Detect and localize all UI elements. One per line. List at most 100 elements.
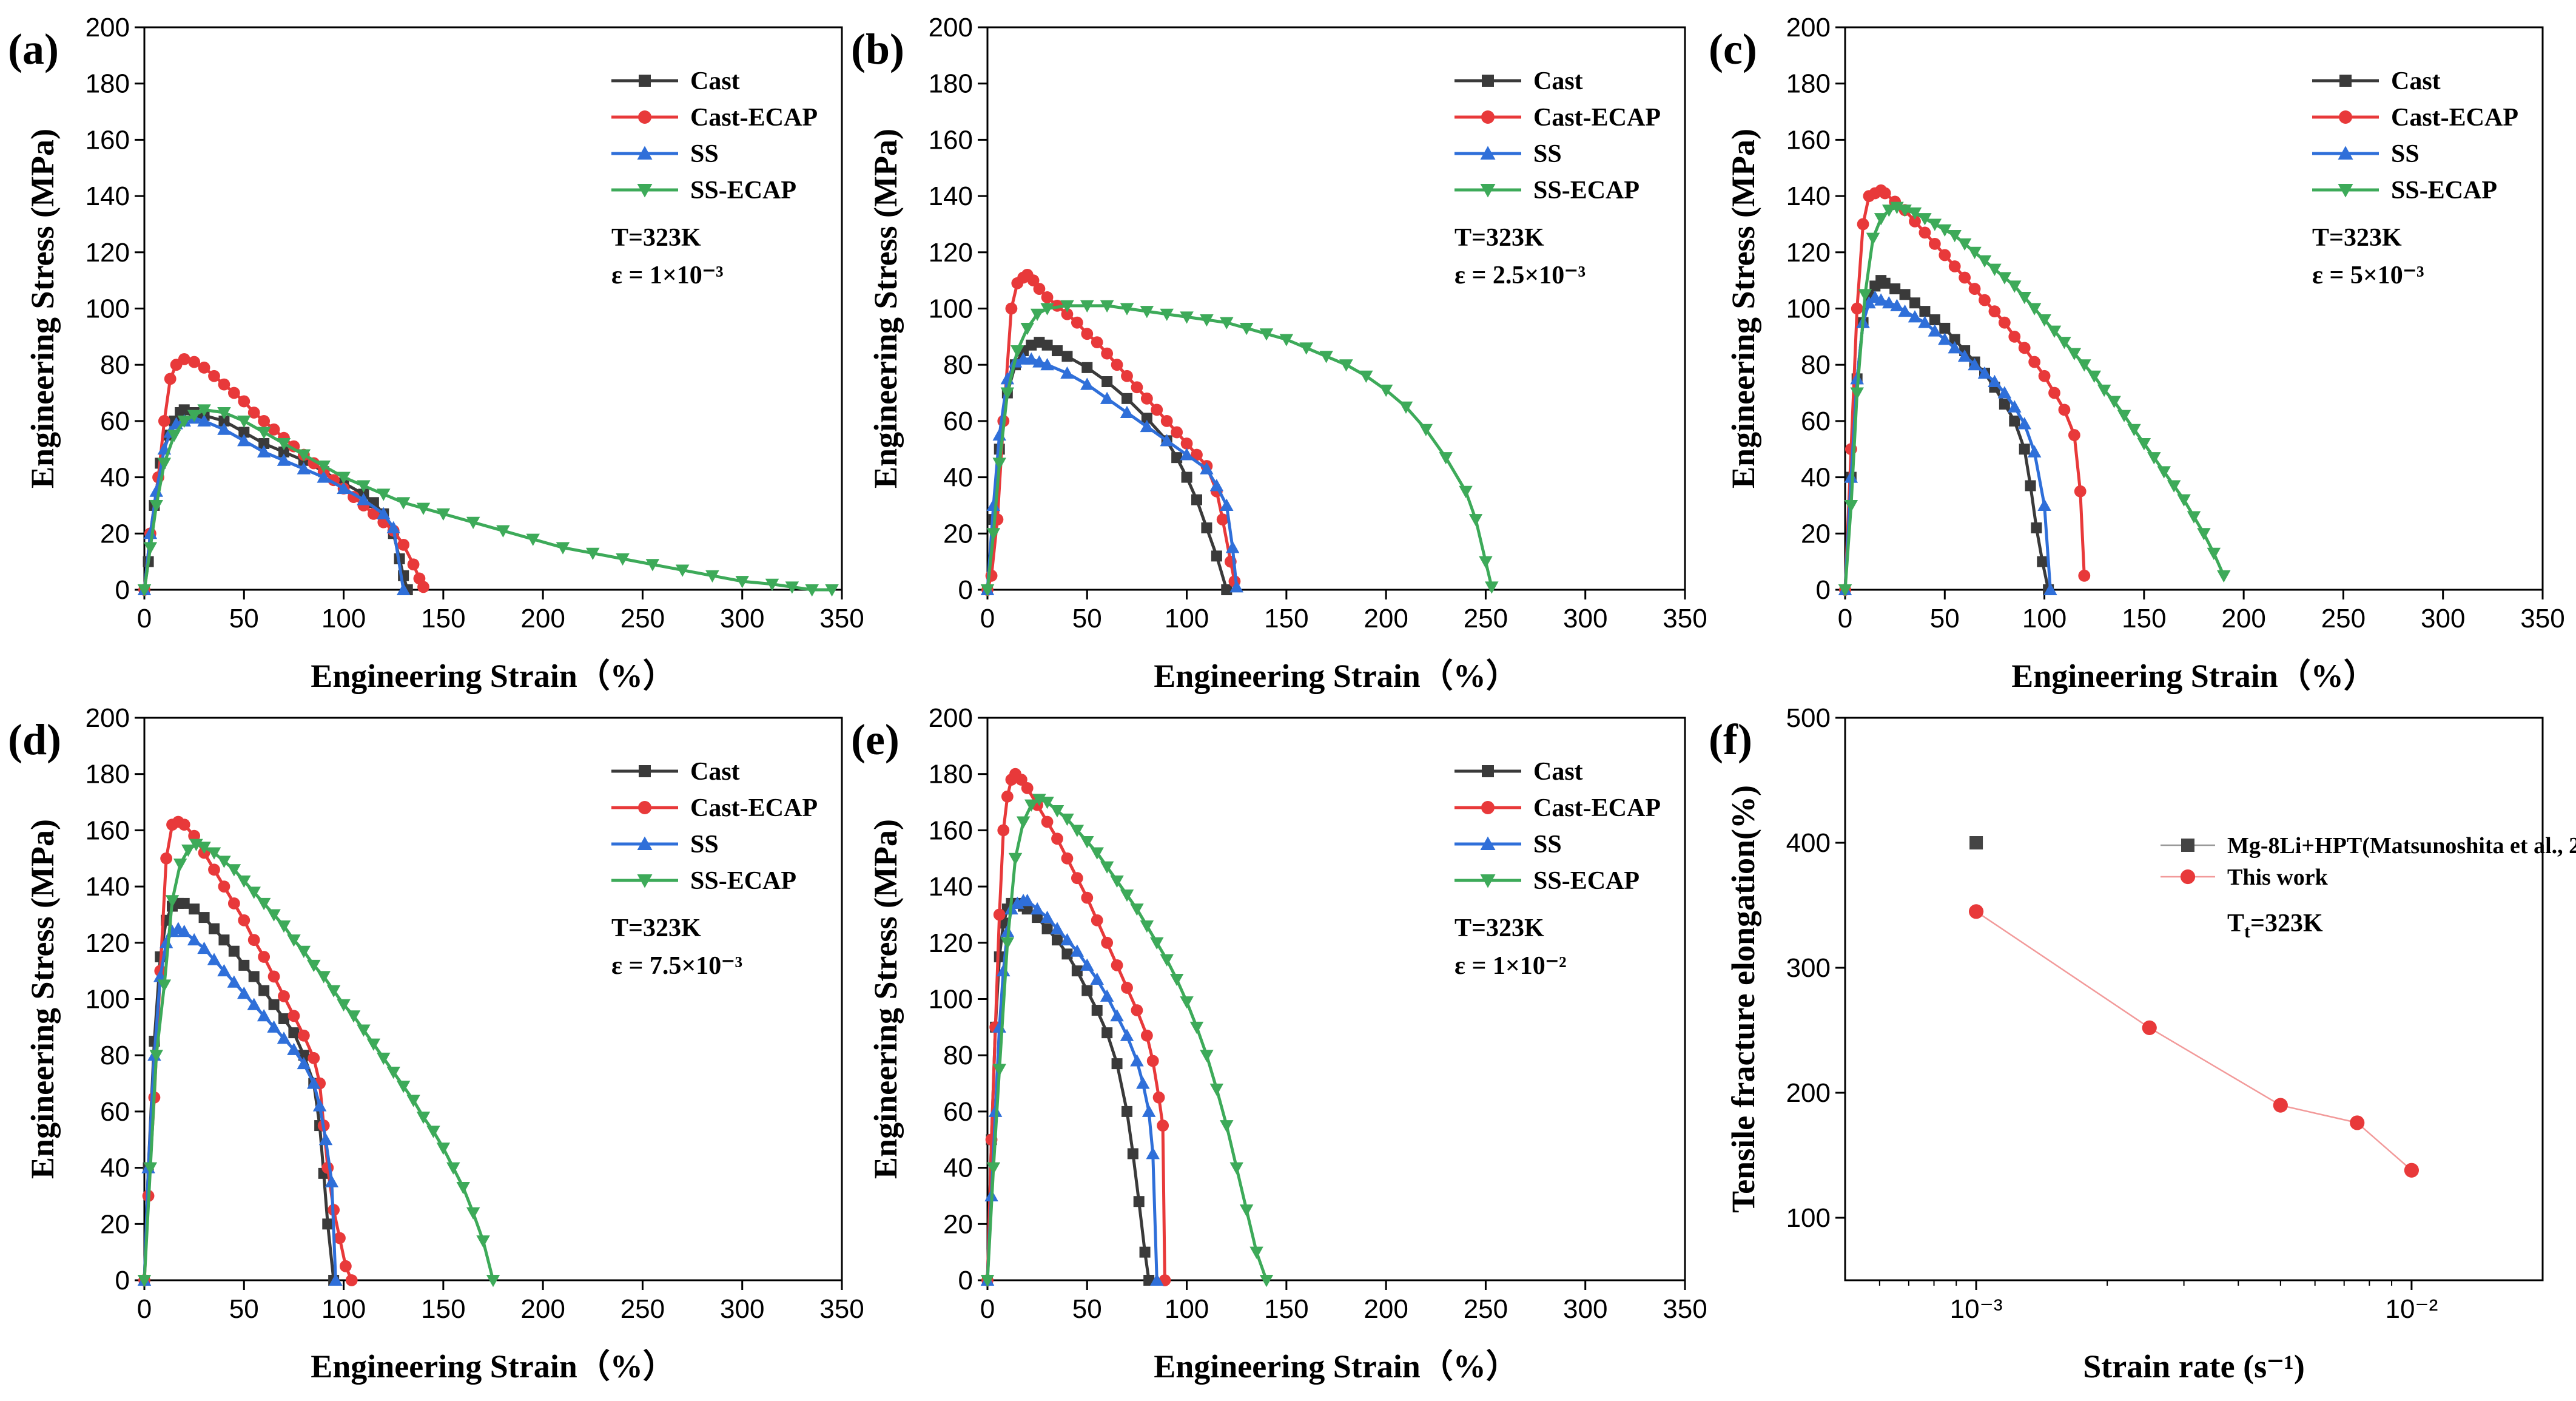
data-point — [1080, 300, 1094, 313]
data-point — [1100, 989, 1114, 1002]
legend-marker — [2338, 184, 2353, 198]
data-point — [1111, 359, 1123, 371]
data-point — [1968, 904, 1984, 919]
data-point — [257, 445, 271, 457]
data-point — [1890, 299, 1904, 311]
data-point — [1225, 541, 1240, 553]
data-point — [218, 415, 230, 427]
data-point — [1201, 522, 1212, 534]
data-point — [1061, 308, 1074, 320]
data-point — [2058, 403, 2071, 416]
data-point — [1121, 370, 1133, 382]
data-point — [227, 864, 241, 877]
data-point — [1191, 494, 1202, 505]
data-point — [1040, 357, 1054, 371]
data-point — [377, 1052, 391, 1065]
y-tick-label: 100 — [86, 294, 130, 324]
y-tick-label: 40 — [100, 1153, 130, 1183]
data-point — [197, 941, 211, 954]
data-point — [1120, 405, 1134, 418]
temperature-note: T=323K — [2312, 224, 2402, 252]
data-point — [1211, 550, 1222, 562]
data-point — [466, 516, 480, 530]
y-tick-label: 0 — [958, 1266, 973, 1295]
y-axis-title: Engineering Stress (MPa) — [24, 129, 61, 488]
data-point — [1929, 314, 1940, 326]
x-tick-label: 100 — [2022, 604, 2067, 633]
data-point — [1122, 1106, 1132, 1117]
data-point — [1140, 1029, 1153, 1042]
panel-label: (e) — [851, 715, 900, 764]
y-tick-label: 160 — [1786, 125, 1831, 155]
x-tick-label: 50 — [229, 1294, 259, 1324]
data-point — [1899, 289, 1911, 300]
data-point — [1249, 1246, 1263, 1259]
data-point — [675, 564, 690, 577]
data-point — [1998, 316, 2011, 329]
data-point — [1041, 815, 1054, 828]
data-point — [1988, 374, 2002, 388]
x-axis-title: Engineering Strain（%） — [1154, 658, 1519, 694]
data-point — [357, 493, 371, 505]
x-tick-label: 0 — [980, 1294, 995, 1324]
data-point — [227, 975, 241, 988]
y-tick-label: 20 — [100, 519, 130, 549]
strain-rate-note: ε = 7.5×10⁻³ — [611, 952, 742, 980]
data-point — [1908, 207, 1922, 220]
data-point — [1969, 836, 1983, 849]
data-point — [207, 847, 221, 860]
series-ss-ecap — [137, 404, 839, 597]
data-point — [278, 446, 289, 457]
series-mg-8li-hpt-matsunoshita-et-al-2015- — [1969, 836, 1983, 849]
y-tick-label: 0 — [115, 575, 130, 605]
data-point — [238, 914, 251, 927]
x-axis-title: Engineering Strain（%） — [311, 1348, 676, 1385]
data-point — [1091, 336, 1103, 349]
y-tick-label: 60 — [100, 407, 130, 436]
data-point — [765, 578, 779, 591]
legend-marker — [1480, 146, 1496, 160]
data-point — [247, 886, 261, 899]
legend-marker — [1482, 765, 1494, 777]
y-tick-label: 40 — [1801, 463, 1831, 493]
data-point — [277, 920, 291, 933]
legend-marker — [2339, 75, 2352, 87]
data-point — [556, 542, 570, 555]
data-point — [1081, 328, 1094, 340]
data-point — [1020, 894, 1034, 906]
data-point — [1120, 1028, 1134, 1041]
y-tick-label: 100 — [929, 985, 973, 1014]
y-tick-label: 180 — [86, 69, 130, 99]
x-tick-label: 0 — [137, 604, 152, 633]
data-point — [1171, 426, 1183, 439]
legend-label: Cast-ECAP — [1533, 794, 1661, 822]
y-tick-label: 200 — [1786, 1078, 1831, 1108]
data-point — [1229, 1162, 1243, 1175]
series-cast-ecap — [138, 353, 429, 596]
data-point — [1858, 289, 1872, 302]
data-point — [2077, 359, 2091, 372]
data-point — [1459, 485, 1473, 499]
data-point — [735, 576, 749, 589]
data-point — [2018, 342, 2031, 354]
legend-label: Cast-ECAP — [2391, 104, 2518, 132]
legend-entry: Cast-ECAP — [611, 794, 818, 822]
data-point — [167, 430, 181, 442]
y-tick-label: 180 — [1786, 69, 1831, 99]
data-point — [2107, 396, 2121, 408]
data-point — [1081, 362, 1093, 373]
x-tick-label: 100 — [321, 1294, 366, 1324]
data-point — [1150, 937, 1164, 950]
legend-label: This work — [2227, 865, 2329, 890]
data-point — [307, 959, 321, 973]
y-axis-title: Tensile fracture elongation(%) — [1725, 785, 1761, 1213]
data-point — [1110, 1009, 1124, 1022]
y-tick-label: 0 — [958, 575, 973, 605]
data-point — [2157, 466, 2171, 479]
series-line — [143, 408, 409, 590]
data-point — [1339, 359, 1353, 372]
data-point — [177, 925, 191, 937]
data-point — [1061, 351, 1073, 362]
data-point — [2028, 356, 2041, 368]
